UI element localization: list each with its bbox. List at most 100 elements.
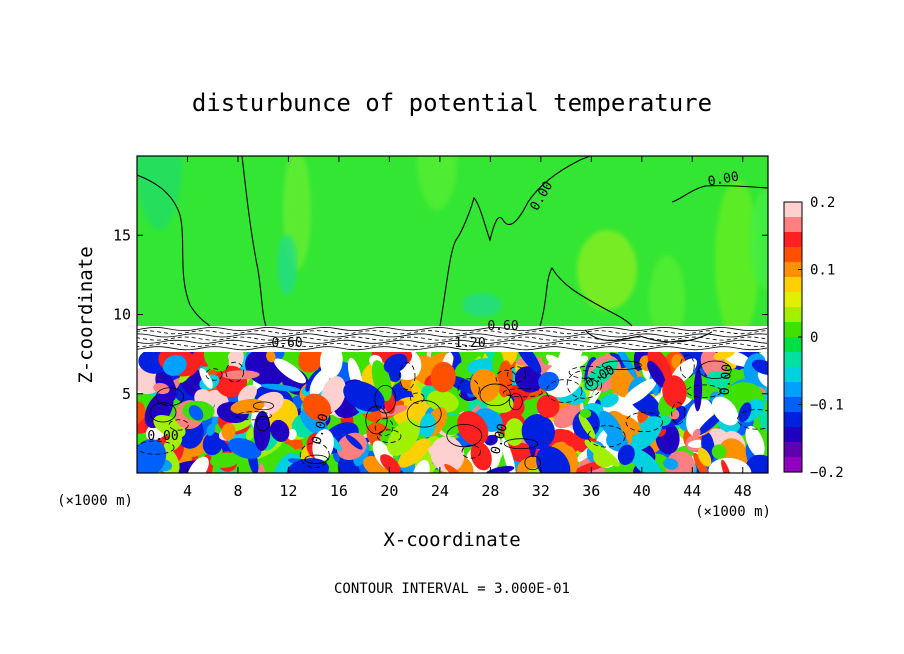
colorbar-swatch xyxy=(784,262,802,278)
upper-anomaly xyxy=(749,190,768,290)
contour-loop xyxy=(503,388,543,398)
lower-cell xyxy=(187,456,209,473)
upper-anomaly xyxy=(577,230,637,310)
colorbar-tick-label: 0.2 xyxy=(810,195,835,211)
contour-loop xyxy=(698,360,732,379)
boundary-layer-field xyxy=(137,326,768,473)
contour-loop xyxy=(376,429,402,444)
colorbar-swatch xyxy=(784,322,802,338)
colorbar-swatch xyxy=(784,412,802,428)
lower-cell xyxy=(665,450,695,473)
y-axis: 5 10 15 xyxy=(113,226,768,403)
contour-loop xyxy=(137,440,175,455)
contour-label: 0.00 xyxy=(707,169,740,189)
lower-cell xyxy=(562,355,589,372)
colorbar-swatch xyxy=(784,307,802,323)
contour-line xyxy=(671,185,768,203)
lower-cell xyxy=(745,425,765,457)
contour-loop xyxy=(507,366,527,383)
contour-interval-note: CONTOUR INTERVAL = 3.000E-01 xyxy=(334,581,570,597)
inversion-contour xyxy=(137,330,768,335)
contour-loop xyxy=(205,368,223,381)
colorbar-swatch xyxy=(784,337,802,353)
upper-anomaly xyxy=(715,180,759,340)
colorbar-swatch xyxy=(784,427,802,443)
contour-lines xyxy=(137,156,768,471)
lower-cell xyxy=(266,350,276,363)
lower-cell xyxy=(137,439,167,473)
contour-line xyxy=(137,174,211,327)
upper-anomaly xyxy=(277,235,297,295)
lower-cell xyxy=(538,371,560,392)
contour-loop xyxy=(399,362,416,390)
colorbar-swatch xyxy=(784,202,802,218)
x-tick-label: 8 xyxy=(233,482,242,500)
lower-cell xyxy=(302,393,332,421)
lower-cell xyxy=(398,438,431,468)
y-axis-label: Z-coordinate xyxy=(75,246,97,383)
contour-loop xyxy=(446,423,483,448)
contour-loop xyxy=(457,378,480,401)
lower-cell xyxy=(578,413,596,439)
lower-cell xyxy=(626,416,663,452)
x-tick-label: 20 xyxy=(380,482,398,500)
lower-cell xyxy=(721,459,732,473)
lower-cell xyxy=(647,360,666,388)
lower-cell xyxy=(410,459,430,473)
lower-cell xyxy=(600,393,619,408)
lower-cell xyxy=(616,344,638,380)
upper-anomaly xyxy=(137,156,183,230)
contour-label: 0.00 xyxy=(718,363,736,396)
contour-loop xyxy=(566,370,603,399)
colorbar-swatch xyxy=(784,442,802,458)
contour-label: 0.60 xyxy=(271,336,302,351)
contour-loop xyxy=(585,379,599,391)
lower-cell xyxy=(693,368,703,412)
lower-cell xyxy=(584,439,620,467)
lower-cell xyxy=(345,434,363,450)
lower-cell xyxy=(617,444,635,465)
contour-line xyxy=(584,329,713,343)
colorbar-tick-label: 0.1 xyxy=(810,263,835,279)
lower-cell xyxy=(162,354,187,376)
x-tick-label: 40 xyxy=(633,482,651,500)
lower-cell xyxy=(662,375,687,408)
contour-loop xyxy=(686,384,722,398)
lower-cell xyxy=(199,368,213,389)
lower-cell xyxy=(202,432,223,456)
upper-anomaly xyxy=(649,255,685,345)
x-tick-label: 28 xyxy=(481,482,499,500)
contour-loop xyxy=(545,379,583,403)
colorbar-tick-label: 0 xyxy=(810,330,818,346)
lower-cell xyxy=(300,408,328,436)
lower-cell xyxy=(583,359,618,391)
contour-loop xyxy=(256,415,270,432)
y-tick-label: 15 xyxy=(113,226,131,244)
lower-cell xyxy=(759,410,768,431)
lower-cell xyxy=(260,383,301,392)
contour-loop xyxy=(304,454,328,464)
x-tick-label: 24 xyxy=(431,482,449,500)
lower-cell xyxy=(697,447,712,467)
upper-anomaly xyxy=(827,280,847,320)
lower-cell xyxy=(273,358,307,384)
lower-cell xyxy=(245,427,256,441)
lower-cell xyxy=(270,419,290,442)
contour-loop xyxy=(479,383,511,407)
colorbar-swatch xyxy=(784,382,802,398)
lower-cell xyxy=(221,370,260,380)
upper-anomaly xyxy=(462,293,502,317)
lower-cell xyxy=(751,359,768,375)
contour-loop xyxy=(236,411,272,421)
lower-cell xyxy=(380,454,401,473)
lower-cell xyxy=(514,366,543,393)
upper-anomaly xyxy=(417,156,457,210)
inversion-contour xyxy=(137,342,768,348)
lower-cell xyxy=(153,382,170,395)
colorbar-swatch xyxy=(784,247,802,263)
x-axis-label: X-coordinate xyxy=(383,529,520,551)
lower-cell xyxy=(560,429,579,447)
colorbar-swatch xyxy=(784,397,802,413)
lower-cell xyxy=(497,360,513,398)
